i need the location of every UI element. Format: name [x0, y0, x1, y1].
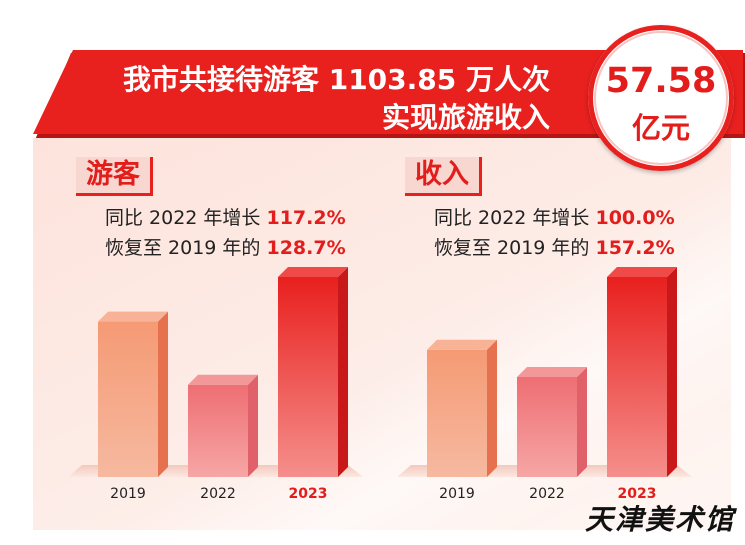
title-banner [33, 50, 745, 138]
visitors-tick-2019: 2019 [110, 486, 146, 502]
visitors-bar-2023-top [278, 267, 348, 277]
income-bar-2022 [517, 377, 577, 477]
income-bar-2022-side [577, 367, 587, 477]
income-seal: 57.58 亿元 [588, 25, 734, 171]
income-tick-2022: 2022 [529, 486, 565, 502]
visitors-yoy-value: 117.2% [266, 207, 346, 229]
income-bar-2019-side [487, 339, 497, 477]
income-bar-2023-side [667, 267, 677, 477]
income-bar-2019 [427, 349, 487, 477]
income-bar-2019-top [427, 339, 497, 350]
income-recovery-label: 恢复至 2019 年的 [434, 237, 596, 259]
visitors-recovery-label: 恢复至 2019 年的 [105, 237, 267, 259]
visitors-bar-2022 [188, 384, 248, 477]
visitors-tick-2023: 2023 [289, 486, 328, 502]
banner-ribbon [33, 50, 743, 134]
income-bar-2023-top [607, 267, 677, 277]
seal-unit: 亿元 [631, 111, 690, 145]
income-recovery-stat: 恢复至 2019 年的 157.2% [434, 233, 675, 260]
watermark-signature: 天津美术馆 [585, 503, 736, 536]
seal-ring [594, 31, 728, 165]
income-yoy-value: 100.0% [595, 207, 675, 229]
visitors-tick-2022: 2022 [200, 486, 236, 502]
visitors-tag: 游客 [76, 157, 153, 196]
income-chart: 2019 2022 2023 [397, 267, 692, 502]
income-bar-2022-top [517, 367, 587, 377]
visitors-bar-2023 [278, 277, 338, 477]
income-tag: 收入 [405, 157, 482, 196]
visitors-yoy-label: 同比 2022 年增长 [105, 207, 267, 229]
headline-line-1: 我市共接待游客 1103.85 万人次 [122, 63, 550, 96]
visitors-bar-2022-top [188, 374, 258, 385]
visitors-bar-2019-side [158, 311, 168, 477]
visitors-chart: 2019 2022 2023 [68, 267, 363, 502]
headline-line-2: 实现旅游收入 [381, 101, 550, 134]
visitors-recovery-stat: 恢复至 2019 年的 128.7% [105, 233, 346, 260]
income-tick-2023: 2023 [618, 486, 657, 502]
visitors-bar-2019-top [98, 311, 168, 322]
visitors-recovery-value: 128.7% [266, 237, 346, 259]
visitors-bar-2019 [98, 321, 158, 477]
income-recovery-value: 157.2% [595, 237, 675, 259]
income-tick-2019: 2019 [439, 486, 475, 502]
visitors-yoy-stat: 同比 2022 年增长 117.2% [105, 203, 346, 230]
visitors-bar-2022-side [248, 374, 258, 477]
income-yoy-stat: 同比 2022 年增长 100.0% [434, 203, 675, 230]
seal-value: 57.58 [605, 61, 717, 101]
income-bar-2023 [607, 277, 667, 477]
income-yoy-label: 同比 2022 年增长 [434, 207, 596, 229]
visitors-bar-2023-side [338, 267, 348, 477]
